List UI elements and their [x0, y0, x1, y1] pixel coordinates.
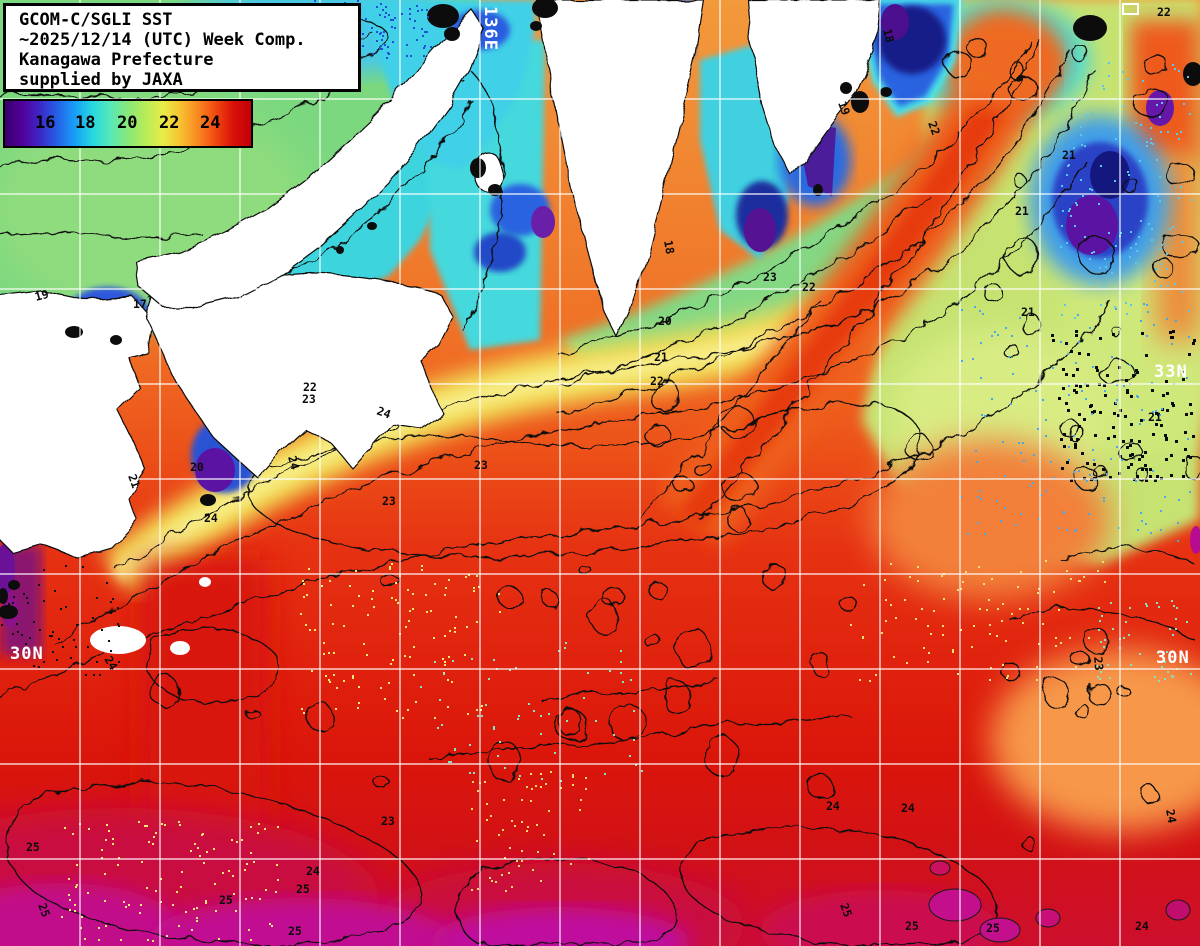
- svg-text:25: 25: [288, 924, 302, 938]
- svg-text:21: 21: [654, 350, 668, 364]
- svg-text:22: 22: [650, 374, 664, 388]
- colorbar-tick: 24: [200, 112, 221, 133]
- magenta-warm-blobs: [928, 526, 1200, 943]
- svg-text:18: 18: [661, 239, 677, 255]
- svg-text:19: 19: [835, 99, 853, 117]
- svg-text:25: 25: [219, 893, 233, 907]
- svg-text:25: 25: [905, 919, 919, 933]
- colorbar-tick: 22: [159, 112, 180, 133]
- colorbar-tick: 20: [117, 112, 138, 133]
- svg-text:17: 17: [133, 297, 147, 311]
- colorbar-tick: 16: [35, 112, 56, 133]
- svg-text:24: 24: [826, 799, 840, 813]
- land-kyushu: [0, 289, 153, 559]
- cloud-blobs: [90, 577, 211, 655]
- title-line-date: ~2025/12/14 (UTC) Week Comp.: [19, 30, 306, 50]
- svg-text:23: 23: [381, 814, 395, 828]
- svg-text:23: 23: [474, 458, 488, 472]
- svg-text:22: 22: [802, 280, 816, 294]
- svg-text:21: 21: [1015, 204, 1029, 218]
- svg-text:23: 23: [382, 494, 396, 508]
- land-shikoku: [145, 271, 453, 479]
- svg-text:24: 24: [901, 801, 915, 815]
- svg-text:25: 25: [296, 882, 310, 896]
- svg-text:21: 21: [125, 472, 143, 490]
- svg-text:23: 23: [763, 270, 777, 284]
- svg-text:22: 22: [925, 119, 943, 137]
- svg-text:21: 21: [1062, 148, 1076, 162]
- svg-text:24: 24: [306, 864, 320, 878]
- land-chubu: [747, 0, 881, 178]
- svg-text:23: 23: [1091, 656, 1106, 671]
- title-box: GCOM-C/SGLI SST ~2025/12/14 (UTC) Week C…: [3, 3, 361, 92]
- svg-text:24: 24: [375, 404, 393, 422]
- title-line-credit: supplied by JAXA: [19, 70, 183, 90]
- contour-degree-labels: 1917222324212024232324222120181918222221…: [26, 5, 1179, 938]
- svg-text:21: 21: [1148, 410, 1162, 424]
- svg-text:24: 24: [1163, 808, 1179, 824]
- svg-text:18: 18: [880, 27, 897, 44]
- svg-text:25: 25: [837, 901, 855, 919]
- svg-text:24: 24: [285, 454, 302, 471]
- grid-label-30n: 30N: [1156, 648, 1190, 668]
- svg-text:22: 22: [1157, 5, 1171, 19]
- colorbar-tick: 18: [75, 112, 96, 133]
- svg-text:22: 22: [303, 380, 317, 394]
- svg-text:25: 25: [986, 921, 1000, 935]
- colorbar-gradient: [5, 101, 251, 146]
- colorbar: 16 18 20 22 24: [3, 99, 253, 148]
- title-line-product: GCOM-C/SGLI SST: [19, 10, 173, 30]
- svg-text:20: 20: [658, 314, 672, 328]
- grid-label-30n: 30N: [10, 644, 44, 664]
- svg-text:19: 19: [33, 287, 50, 304]
- grid-label-33n: 33N: [1154, 362, 1188, 382]
- svg-text:21: 21: [1021, 305, 1035, 319]
- svg-text:24: 24: [1135, 919, 1149, 933]
- svg-text:25: 25: [26, 840, 40, 854]
- title-line-region: Kanagawa Prefecture: [19, 50, 214, 70]
- svg-text:24: 24: [101, 654, 120, 673]
- svg-text:23: 23: [302, 392, 316, 406]
- map-marker-box: [1122, 3, 1139, 15]
- svg-text:20: 20: [190, 460, 204, 474]
- svg-text:24: 24: [204, 511, 218, 525]
- svg-text:25: 25: [35, 901, 53, 919]
- grid-label-136e: 136E: [480, 6, 500, 51]
- black-islands: [0, 0, 1200, 619]
